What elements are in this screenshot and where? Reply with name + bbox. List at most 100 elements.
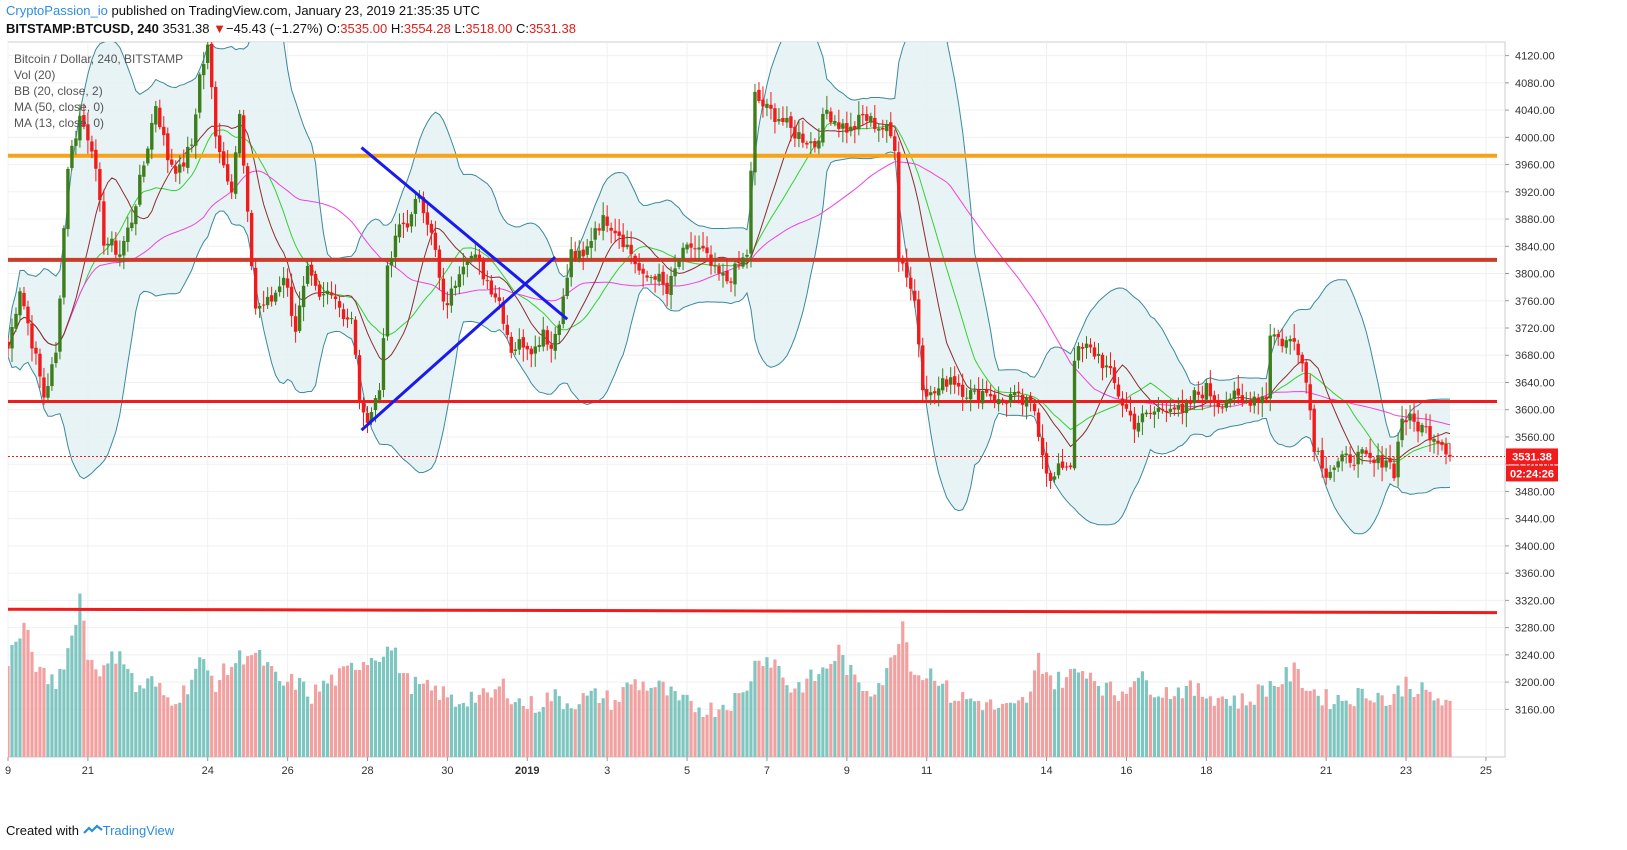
candle (229, 181, 234, 193)
volume-bar (1001, 703, 1005, 757)
volume-layer (8, 593, 1452, 757)
volume-bar (633, 679, 637, 757)
volume-bar (989, 699, 993, 757)
volume-bar (605, 690, 609, 757)
candle (154, 106, 158, 125)
volume-bar (158, 682, 162, 757)
candle (1016, 391, 1021, 394)
y-tick-label: 3240.00 (1515, 650, 1555, 662)
candle (1096, 353, 1101, 356)
volume-bar (1412, 697, 1416, 757)
candle (1284, 340, 1288, 348)
candle (162, 126, 166, 136)
volume-bar (809, 669, 813, 757)
high-value: 3554.28 (403, 21, 451, 36)
candle (545, 330, 549, 345)
bollinger-upper-line (8, 42, 1451, 438)
candle (102, 201, 106, 246)
candle (233, 152, 238, 194)
volume-bar (1156, 696, 1161, 757)
candle (889, 122, 893, 137)
volume-bar (1136, 677, 1141, 757)
candle (182, 162, 186, 167)
volume-bar (353, 669, 358, 757)
tradingview-link[interactable]: TradingView (102, 823, 175, 838)
volume-bar (405, 673, 410, 757)
volume-bar (1424, 689, 1428, 757)
candle (521, 337, 525, 348)
candle (988, 393, 993, 397)
volume-bar (1188, 680, 1192, 757)
x-tick-label: 30 (441, 765, 453, 777)
candle (289, 286, 294, 316)
candle (489, 280, 494, 295)
volume-bar (1104, 682, 1109, 757)
candle (845, 123, 849, 133)
candle (948, 377, 953, 385)
volume-bar (417, 684, 422, 757)
volume-bar (589, 690, 593, 757)
candle (497, 297, 502, 301)
candle (797, 132, 801, 139)
candle (984, 389, 989, 393)
candle (737, 264, 741, 266)
volume-bar (1372, 702, 1376, 757)
candle (26, 306, 30, 324)
volume-bar (1060, 687, 1065, 757)
candle (765, 103, 769, 108)
volume-bar (190, 679, 194, 757)
candle (333, 296, 338, 300)
candle (1400, 418, 1404, 441)
candle (14, 313, 18, 329)
candle (1116, 384, 1121, 397)
candle (805, 142, 809, 145)
volume-bar (789, 692, 793, 757)
volume-bar (897, 643, 901, 757)
candle (1320, 450, 1324, 469)
volume-bar (849, 664, 853, 757)
candle (689, 243, 693, 248)
volume-bar (501, 678, 505, 757)
volume-bar (1184, 685, 1188, 757)
candle (817, 140, 821, 149)
candle (206, 44, 210, 63)
y-tick-label: 4120.00 (1515, 51, 1555, 63)
candle (529, 348, 533, 355)
author-link[interactable]: CryptoPassion_io (6, 3, 108, 18)
volume-bar (1420, 682, 1424, 757)
volume-bar (865, 690, 869, 757)
candle (992, 394, 997, 403)
volume-bar (489, 697, 493, 757)
volume-bar (22, 622, 26, 757)
volume-bar (641, 681, 645, 757)
candle (1436, 440, 1440, 444)
volume-bar (841, 655, 845, 757)
y-tick-label: 3200.00 (1515, 677, 1555, 689)
volume-bar (573, 709, 577, 757)
volume-bar (401, 672, 406, 757)
candle (194, 114, 198, 146)
volume-bar (174, 704, 178, 757)
volume-bar (917, 675, 921, 757)
candle (873, 117, 877, 129)
candle (1076, 346, 1081, 361)
volume-bar (1440, 705, 1444, 757)
candle (541, 329, 545, 347)
candle (1240, 395, 1244, 402)
x-tick-label: 14 (1040, 765, 1052, 777)
volume-bar (1124, 693, 1129, 757)
candle (849, 126, 853, 132)
candle (381, 338, 386, 390)
candle (701, 245, 705, 249)
volume-bar (365, 665, 370, 757)
volume-bar (1009, 702, 1013, 757)
candle (597, 228, 601, 231)
candle (1232, 390, 1236, 400)
volume-bar (465, 706, 469, 757)
volume-bar (1344, 700, 1348, 757)
candle (681, 247, 685, 259)
volume-bar (381, 656, 386, 757)
candle (445, 303, 450, 306)
candle (465, 260, 470, 265)
